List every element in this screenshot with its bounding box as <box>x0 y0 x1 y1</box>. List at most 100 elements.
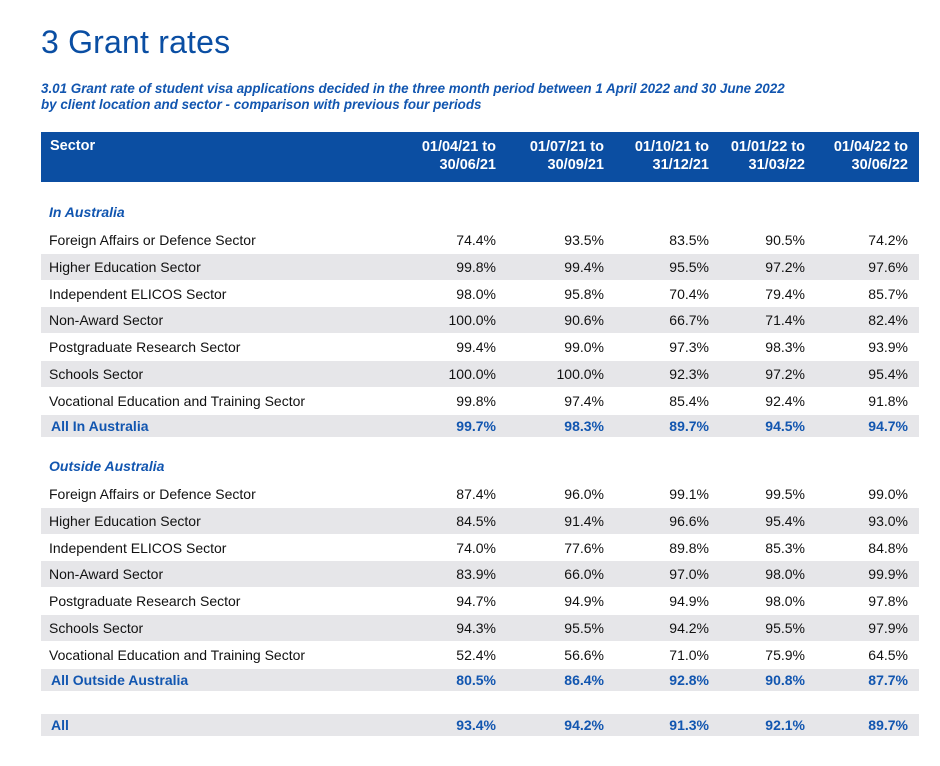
cell-period-2: 99.0% <box>564 339 604 355</box>
cell-period-3: 94.2% <box>669 620 709 636</box>
cell-period-3: 92.8% <box>669 672 709 688</box>
table-row: Independent ELICOS Sector 74.0% 77.6% 89.8%… <box>41 535 919 561</box>
table-row: Non-Award Sector 100.0% 90.6% 66.7% 71.4% 82.… <box>41 307 919 333</box>
group-total-row: All In Australia 99.7% 98.3% 89.7% 94.5% 94.7… <box>41 415 919 437</box>
cell-period-2: 100.0% <box>556 366 604 382</box>
cell-period-3: 71.0% <box>669 647 709 663</box>
cell-period-5: 95.4% <box>868 366 908 382</box>
cell-period-2: 93.5% <box>564 232 604 248</box>
cell-period-5: 74.2% <box>868 232 908 248</box>
cell-period-5: 94.7% <box>868 418 908 434</box>
header-period-line2: 30/09/21 <box>547 157 604 173</box>
table-row: Higher Education Sector 99.8% 99.4% 95.5% 97… <box>41 254 919 280</box>
row-sector-label: All Outside Australia <box>51 672 189 688</box>
cell-period-3: 70.4% <box>669 286 709 302</box>
cell-period-3: 99.1% <box>669 486 709 502</box>
header-period-5: 01/04/22 to 30/06/22 <box>834 138 908 174</box>
row-sector-label: All In Australia <box>51 418 149 434</box>
row-sector-label: Foreign Affairs or Defence Sector <box>49 486 256 502</box>
cell-period-1: 99.8% <box>456 259 496 275</box>
table-row: Postgraduate Research Sector 94.7% 94.9% 94… <box>41 588 919 614</box>
row-sector-label: Higher Education Sector <box>49 513 201 529</box>
table-row: Foreign Affairs or Defence Sector 74.4% 93… <box>41 227 919 253</box>
cell-period-5: 97.8% <box>868 593 908 609</box>
cell-period-4: 97.2% <box>765 366 805 382</box>
grand-total-row: All 93.4% 94.2% 91.3% 92.1% 89.7% <box>41 714 919 736</box>
cell-period-1: 87.4% <box>456 486 496 502</box>
header-period-4: 01/01/22 to 31/03/22 <box>731 138 805 174</box>
table-row: Vocational Education and Training Sector… <box>41 388 919 414</box>
cell-period-3: 94.9% <box>669 593 709 609</box>
row-sector-label: Foreign Affairs or Defence Sector <box>49 232 256 248</box>
header-period-line2: 30/06/22 <box>851 157 908 173</box>
cell-period-2: 95.5% <box>564 620 604 636</box>
row-sector-label: Non-Award Sector <box>49 312 164 328</box>
cell-period-3: 95.5% <box>669 259 709 275</box>
cell-period-2: 77.6% <box>564 540 604 556</box>
cell-period-3: 89.8% <box>669 540 709 556</box>
cell-period-2: 86.4% <box>564 672 604 688</box>
cell-period-1: 84.5% <box>456 513 496 529</box>
row-sector-label: Non-Award Sector <box>49 566 164 582</box>
header-period-2: 01/07/21 to 30/09/21 <box>530 138 604 174</box>
cell-period-3: 92.3% <box>669 366 709 382</box>
cell-period-4: 85.3% <box>765 540 805 556</box>
header-period-line2: 30/06/21 <box>439 157 496 173</box>
cell-period-5: 91.8% <box>868 393 908 409</box>
group-label-outside-australia: Outside Australia <box>49 458 165 474</box>
row-sector-label: Postgraduate Research Sector <box>49 339 241 355</box>
cell-period-5: 82.4% <box>868 312 908 328</box>
cell-period-4: 79.4% <box>765 286 805 302</box>
cell-period-1: 94.7% <box>456 593 496 609</box>
table-row: Vocational Education and Training Sector… <box>41 642 919 668</box>
cell-period-3: 85.4% <box>669 393 709 409</box>
cell-period-5: 84.8% <box>868 540 908 556</box>
table-row: Foreign Affairs or Defence Sector 87.4% 96… <box>41 481 919 507</box>
row-sector-label: Vocational Education and Training Sector <box>49 393 306 409</box>
cell-period-1: 74.4% <box>456 232 496 248</box>
cell-period-2: 94.9% <box>564 593 604 609</box>
cell-period-4: 97.2% <box>765 259 805 275</box>
cell-period-4: 90.5% <box>765 232 805 248</box>
header-period-line1: 01/01/22 to <box>730 139 805 155</box>
cell-period-2: 97.4% <box>564 393 604 409</box>
cell-period-5: 89.7% <box>868 717 908 733</box>
cell-period-4: 94.5% <box>765 418 805 434</box>
table-row: Schools Sector 94.3% 95.5% 94.2% 95.5% 97.9% <box>41 615 919 641</box>
cell-period-3: 83.5% <box>669 232 709 248</box>
cell-period-5: 99.9% <box>868 566 908 582</box>
header-period-line1: 01/04/21 to <box>421 139 496 155</box>
cell-period-1: 94.3% <box>456 620 496 636</box>
row-sector-label: Vocational Education and Training Sector <box>49 647 306 663</box>
group-label-in-australia: In Australia <box>49 204 125 220</box>
cell-period-3: 96.6% <box>669 513 709 529</box>
row-sector-label: Postgraduate Research Sector <box>49 593 241 609</box>
cell-period-4: 98.0% <box>765 593 805 609</box>
cell-period-1: 99.4% <box>456 339 496 355</box>
cell-period-4: 90.8% <box>765 672 805 688</box>
cell-period-2: 98.3% <box>564 418 604 434</box>
cell-period-5: 87.7% <box>868 672 908 688</box>
cell-period-5: 97.9% <box>868 620 908 636</box>
cell-period-1: 98.0% <box>456 286 496 302</box>
cell-period-2: 99.4% <box>564 259 604 275</box>
cell-period-1: 52.4% <box>456 647 496 663</box>
cell-period-1: 99.8% <box>456 393 496 409</box>
row-sector-label: All <box>51 717 69 733</box>
cell-period-4: 95.4% <box>765 513 805 529</box>
header-period-line1: 01/10/21 to <box>634 139 709 155</box>
row-sector-label: Independent ELICOS Sector <box>49 286 227 302</box>
header-period-line1: 01/07/21 to <box>529 139 604 155</box>
table-row: Schools Sector 100.0% 100.0% 92.3% 97.2% 95.4… <box>41 361 919 387</box>
cell-period-2: 96.0% <box>564 486 604 502</box>
row-sector-label: Schools Sector <box>49 366 144 382</box>
cell-period-2: 91.4% <box>564 513 604 529</box>
cell-period-4: 99.5% <box>765 486 805 502</box>
cell-period-1: 83.9% <box>456 566 496 582</box>
cell-period-5: 93.0% <box>868 513 908 529</box>
cell-period-2: 66.0% <box>564 566 604 582</box>
cell-period-4: 92.1% <box>765 717 805 733</box>
cell-period-4: 98.0% <box>765 566 805 582</box>
cell-period-1: 100.0% <box>448 312 496 328</box>
cell-period-2: 94.2% <box>564 717 604 733</box>
